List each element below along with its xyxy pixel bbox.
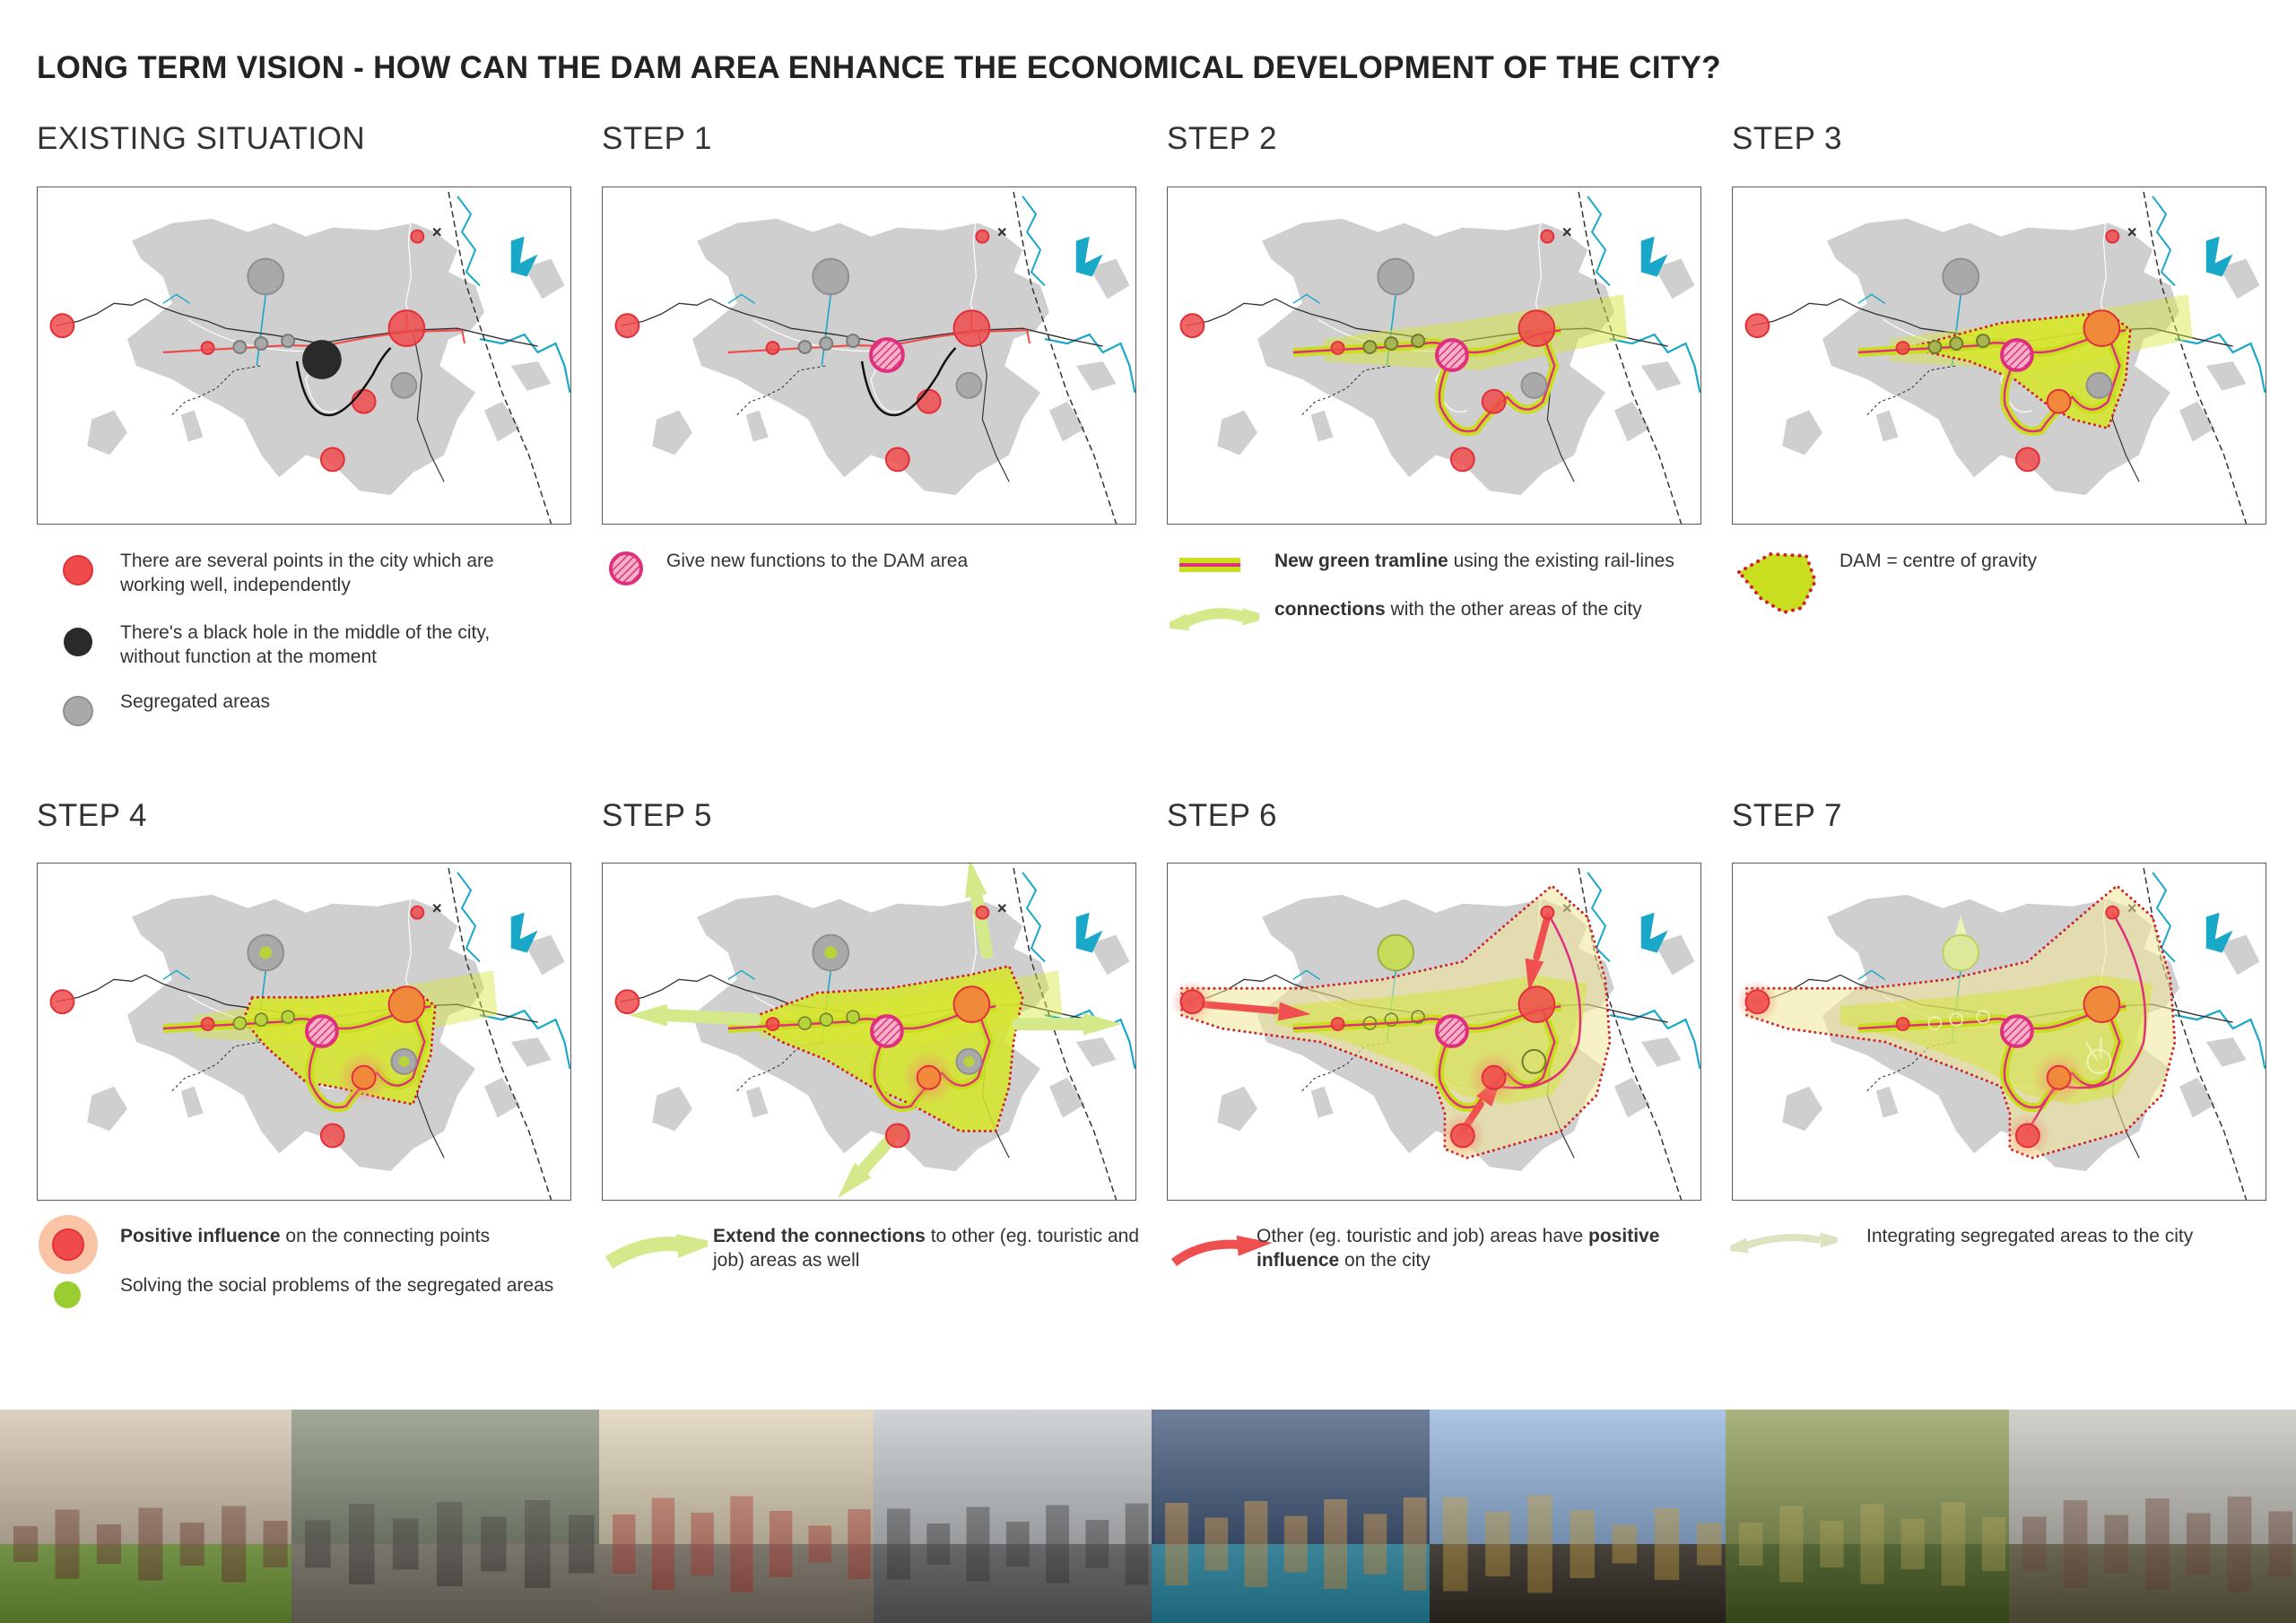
legend-text: Positive influence on the connecting poi… [120, 1224, 560, 1248]
legend-text: connections with the other areas of the … [1274, 597, 1723, 621]
lime-arrow-icon [600, 1222, 718, 1280]
legend-text: There are several points in the city whi… [120, 549, 551, 597]
legend-text: Integrating segregated areas to the city [1866, 1224, 2261, 1248]
legend-plain-text: Give new functions to the DAM area [666, 551, 969, 571]
legend-plain-text: There's a black hole in the middle of th… [120, 622, 491, 667]
photo-strip [0, 1410, 2296, 1623]
forest-hills-photo [1726, 1410, 2009, 1623]
legend-text: Segregated areas [120, 690, 551, 714]
page-title: LONG TERM VISION - HOW CAN THE DAM AREA … [37, 50, 1721, 85]
elderly-women-photo [291, 1410, 599, 1623]
legend-plain-text: with the other areas of the city [1385, 599, 1642, 620]
legend-plain-text: to other (eg. touristic and job) areas a… [713, 1226, 1140, 1271]
legend-plain-text: on the connecting points [280, 1226, 491, 1246]
legend-text: Other (eg. touristic and job) areas have… [1257, 1224, 1705, 1272]
legend-plain-text: Segregated areas [120, 691, 270, 712]
legend-text: There's a black hole in the middle of th… [120, 621, 551, 669]
campus-lawn-photo [0, 1410, 291, 1623]
step-title: STEP 5 [602, 798, 712, 833]
map-existing [37, 187, 571, 525]
industrial-ruin-photo [2009, 1410, 2296, 1623]
step-title: STEP 4 [37, 798, 147, 833]
step-title: EXISTING SITUATION [37, 121, 366, 156]
grey-dot-icon [57, 690, 101, 739]
thermal-pool-night-photo [1152, 1410, 1430, 1623]
hatched-dot-icon [604, 547, 649, 596]
map-step3 [1732, 187, 2266, 525]
map-step2 [1167, 187, 1701, 525]
street-parade-photo [599, 1410, 874, 1623]
legend-bold-text: connections [1274, 599, 1386, 620]
legend-text: Solving the social problems of the segre… [120, 1273, 560, 1298]
legend-plain-text: Solving the social problems of the segre… [120, 1275, 554, 1296]
double-arrow-icon [1159, 597, 1272, 647]
legend-text: New green tramline using the existing ra… [1274, 549, 1723, 573]
graduation-photo [1430, 1410, 1726, 1623]
legend-plain-text: There are several points in the city whi… [120, 551, 494, 595]
red-dot-icon [57, 549, 101, 598]
legend-plain-text: DAM = centre of gravity [1839, 551, 2037, 571]
map-step1 [602, 187, 1136, 525]
step-title: STEP 6 [1167, 798, 1277, 833]
legend-text: DAM = centre of gravity [1839, 549, 2234, 573]
influence-dot-icon [37, 1213, 109, 1289]
step-title: STEP 2 [1167, 121, 1277, 156]
dotted-triangle-icon [1730, 545, 1829, 621]
legend-text: Give new functions to the DAM area [666, 549, 1115, 573]
step-title: STEP 7 [1732, 798, 1842, 833]
legend-text: Extend the connections to other (eg. tou… [713, 1224, 1144, 1272]
legend-plain-text: using the existing rail-lines [1448, 551, 1674, 571]
legend-plain-text: Integrating segregated areas to the city [1866, 1226, 2194, 1246]
map-step7 [1732, 863, 2266, 1201]
tramline-icon [1176, 547, 1248, 587]
legend-bold-text: Positive influence [120, 1226, 281, 1246]
red-arrow-icon [1165, 1222, 1273, 1280]
legend-bold-text: positive influence [1257, 1226, 1660, 1271]
map-step6 [1167, 863, 1701, 1201]
legend-plain-text: Other (eg. touristic and job) areas have [1257, 1226, 1589, 1246]
map-step5 [602, 863, 1136, 1201]
step-title: STEP 3 [1732, 121, 1842, 156]
map-step4 [37, 863, 571, 1201]
legend-bold-text: New green tramline [1274, 551, 1448, 571]
green-dot-icon [46, 1273, 91, 1323]
legend-bold-text: Extend the connections [713, 1226, 926, 1246]
legend-plain-text: on the city [1339, 1250, 1431, 1271]
pale-double-arrow-icon [1721, 1220, 1847, 1270]
step-title: STEP 1 [602, 121, 712, 156]
black-dot-icon [57, 621, 101, 670]
factory-workers-photo [874, 1410, 1152, 1623]
